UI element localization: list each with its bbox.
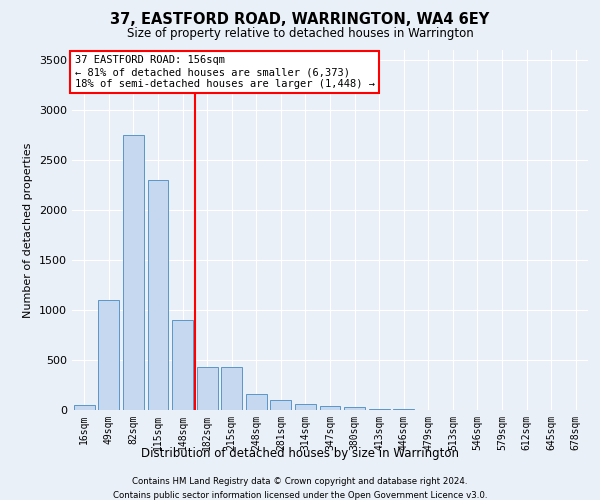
Bar [344,407,365,410]
Bar [246,394,267,410]
Bar [393,409,414,410]
Bar [320,406,340,410]
Bar [98,300,119,410]
Bar [221,367,242,410]
Bar [123,135,144,410]
Bar [197,367,218,410]
Bar [148,180,169,410]
Y-axis label: Number of detached properties: Number of detached properties [23,142,34,318]
Bar [172,320,193,410]
Text: Contains public sector information licensed under the Open Government Licence v3: Contains public sector information licen… [113,491,487,500]
Bar [74,405,95,410]
Text: Size of property relative to detached houses in Warrington: Size of property relative to detached ho… [127,28,473,40]
Bar [295,404,316,410]
Text: Contains HM Land Registry data © Crown copyright and database right 2024.: Contains HM Land Registry data © Crown c… [132,478,468,486]
Bar [368,408,389,410]
Text: 37, EASTFORD ROAD, WARRINGTON, WA4 6EY: 37, EASTFORD ROAD, WARRINGTON, WA4 6EY [110,12,490,28]
Bar [271,400,292,410]
Text: Distribution of detached houses by size in Warrington: Distribution of detached houses by size … [141,448,459,460]
Text: 37 EASTFORD ROAD: 156sqm
← 81% of detached houses are smaller (6,373)
18% of sem: 37 EASTFORD ROAD: 156sqm ← 81% of detach… [74,56,374,88]
